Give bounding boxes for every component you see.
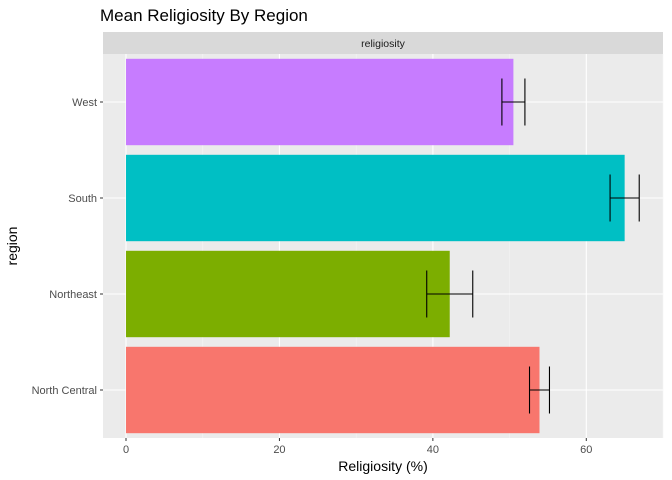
bars <box>126 58 625 434</box>
error-bar <box>501 78 526 126</box>
bar <box>126 346 540 434</box>
error-bar <box>609 174 640 222</box>
y-axis-title: region <box>4 227 20 266</box>
facet-strip <box>103 32 663 54</box>
bar <box>126 58 514 146</box>
x-tick-label: 20 <box>273 444 285 456</box>
x-tick-label: 0 <box>123 444 129 456</box>
bar <box>126 250 450 338</box>
error-bar <box>426 270 474 318</box>
y-tick-label: West <box>72 97 97 109</box>
y-tick-label: Northeast <box>49 289 97 301</box>
y-axis: North Central Northeast South West <box>32 97 103 397</box>
chart-title: Mean Religiosity By Region <box>100 6 308 25</box>
bar <box>126 154 625 242</box>
error-bars <box>426 78 640 414</box>
y-tick-label: North Central <box>32 385 97 397</box>
error-bar <box>528 366 551 414</box>
x-axis: 0 20 40 60 <box>123 438 592 456</box>
x-tick-label: 40 <box>427 444 439 456</box>
x-axis-title: Religiosity (%) <box>338 458 427 474</box>
x-tick-label: 60 <box>580 444 592 456</box>
facet-strip-label: religiosity <box>361 38 406 50</box>
y-tick-label: South <box>68 193 97 205</box>
